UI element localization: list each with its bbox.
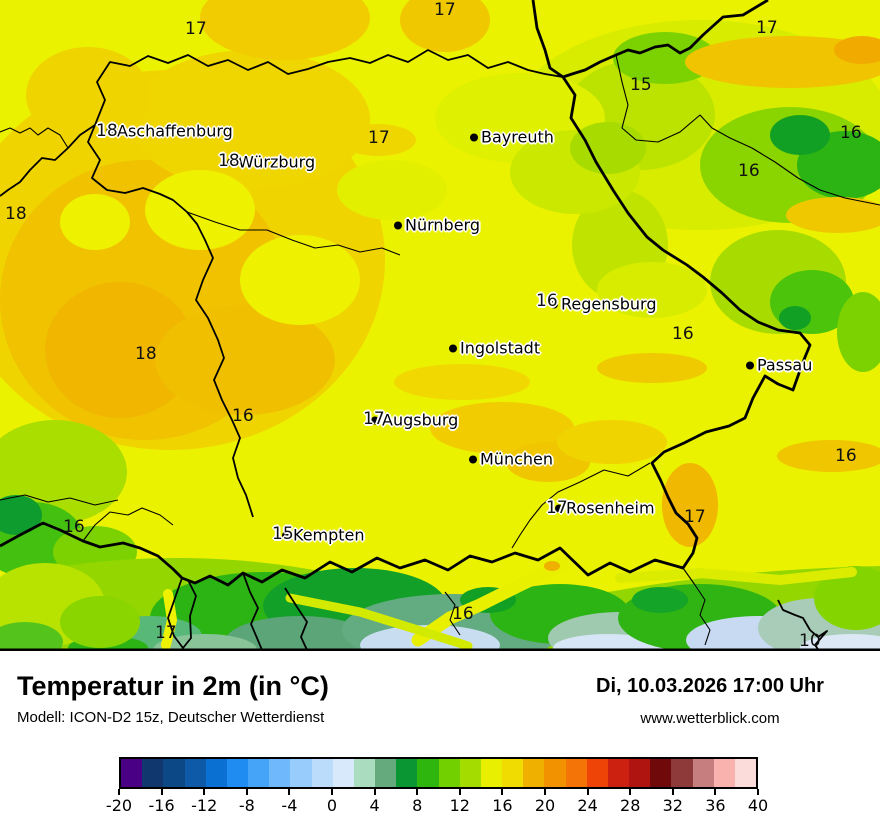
colorbar-segment [375, 759, 397, 787]
colorbar-tick-label: -8 [238, 796, 255, 815]
colorbar-segment [502, 759, 524, 787]
colorbar-tick-label: 24 [577, 796, 598, 815]
colorbar-tick [160, 789, 163, 795]
colorbar-tick-label: 16 [492, 796, 513, 815]
temperature-map: Aschaffenburg Würzburg Bayreuth Nürnberg Reg… [0, 0, 880, 651]
colorbar-segment [671, 759, 693, 787]
colorbar-segment [163, 759, 185, 787]
colorbar-segment [332, 759, 354, 787]
colorbar-tick-label: 8 [412, 796, 423, 815]
colorbar-segment [607, 759, 630, 787]
colorbar-tick [544, 789, 546, 795]
colorbar-segment [142, 759, 164, 787]
website: www.wetterblick.com [640, 710, 780, 727]
colorbar-tick-label: -4 [281, 796, 298, 815]
colorbar-tick [586, 789, 589, 795]
colorbar-segment [629, 759, 651, 787]
colorbar-tick [629, 789, 632, 795]
colorbar-ticks: -20 -16 -12 -8 -4 0 4 8 12 16 20 24 28 32 36 40 [106, 789, 768, 825]
map-bottom-frame [0, 648, 880, 651]
colorbar-segment [205, 759, 227, 787]
colorbar-tick [245, 789, 248, 795]
colorbar-tick-label: -16 [148, 796, 175, 815]
map-svg [0, 0, 880, 651]
colorbar-tick-label: 32 [662, 796, 683, 815]
model-info: Modell: ICON-D2 15z, Deutscher Wetterdie… [17, 709, 325, 726]
colorbar-segment [459, 759, 481, 787]
colorbar-tick-label: 12 [449, 796, 470, 815]
colorbar-segment [121, 759, 143, 787]
colorbar-segment [248, 759, 270, 787]
colorbar-tick-label: 4 [369, 796, 380, 815]
colorbar-segment [713, 759, 735, 787]
colorbar-tick [203, 789, 206, 795]
map-border-state [0, 49, 828, 651]
colorbar-segment [438, 759, 460, 787]
map-title: Temperatur in 2m (in °C) [17, 671, 329, 701]
colorbar-tick-label: 36 [705, 796, 726, 815]
colorbar-tick [373, 789, 376, 795]
colorbar-segment [480, 759, 503, 787]
colorbar-tick [416, 789, 419, 795]
colorbar-tick [501, 789, 504, 795]
colorbar-tick [757, 789, 759, 795]
valid-datetime: Di, 10.03.2026 17:00 Uhr [596, 675, 824, 697]
colorbar-tick [118, 789, 120, 795]
colorbar-tick-label: -20 [105, 796, 133, 815]
map-border-district [0, 54, 880, 646]
colorbar-segment [184, 759, 206, 787]
colorbar-tick [458, 789, 461, 795]
colorbar-segment [523, 759, 545, 787]
colorbar-tick-label: 28 [620, 796, 641, 815]
map-fill-regions [0, 0, 880, 651]
colorbar-segment [269, 759, 291, 787]
colorbar-segment [311, 759, 333, 787]
colorbar-segments [119, 757, 758, 789]
colorbar-segment [226, 759, 249, 787]
colorbar-segment [650, 759, 672, 787]
colorbar-segment [417, 759, 439, 787]
map-border-national [0, 0, 812, 587]
colorbar-tick [671, 789, 674, 795]
colorbar-segment [544, 759, 566, 787]
colorbar-segment [290, 759, 312, 787]
colorbar-tick [331, 789, 333, 795]
colorbar-tick-label: 40 [747, 796, 769, 815]
colorbar-segment [734, 759, 757, 787]
colorbar-segment [396, 759, 418, 787]
colorbar-segment [353, 759, 376, 787]
colorbar-segment [565, 759, 587, 787]
colorbar-tick [714, 789, 717, 795]
colorbar-segment [586, 759, 608, 787]
colorbar-segment [692, 759, 714, 787]
colorbar-tick-label: 0 [326, 796, 338, 815]
colorbar-tick [288, 789, 291, 795]
colorbar-tick-label: 20 [534, 796, 556, 815]
colorbar-tick-label: -12 [191, 796, 218, 815]
